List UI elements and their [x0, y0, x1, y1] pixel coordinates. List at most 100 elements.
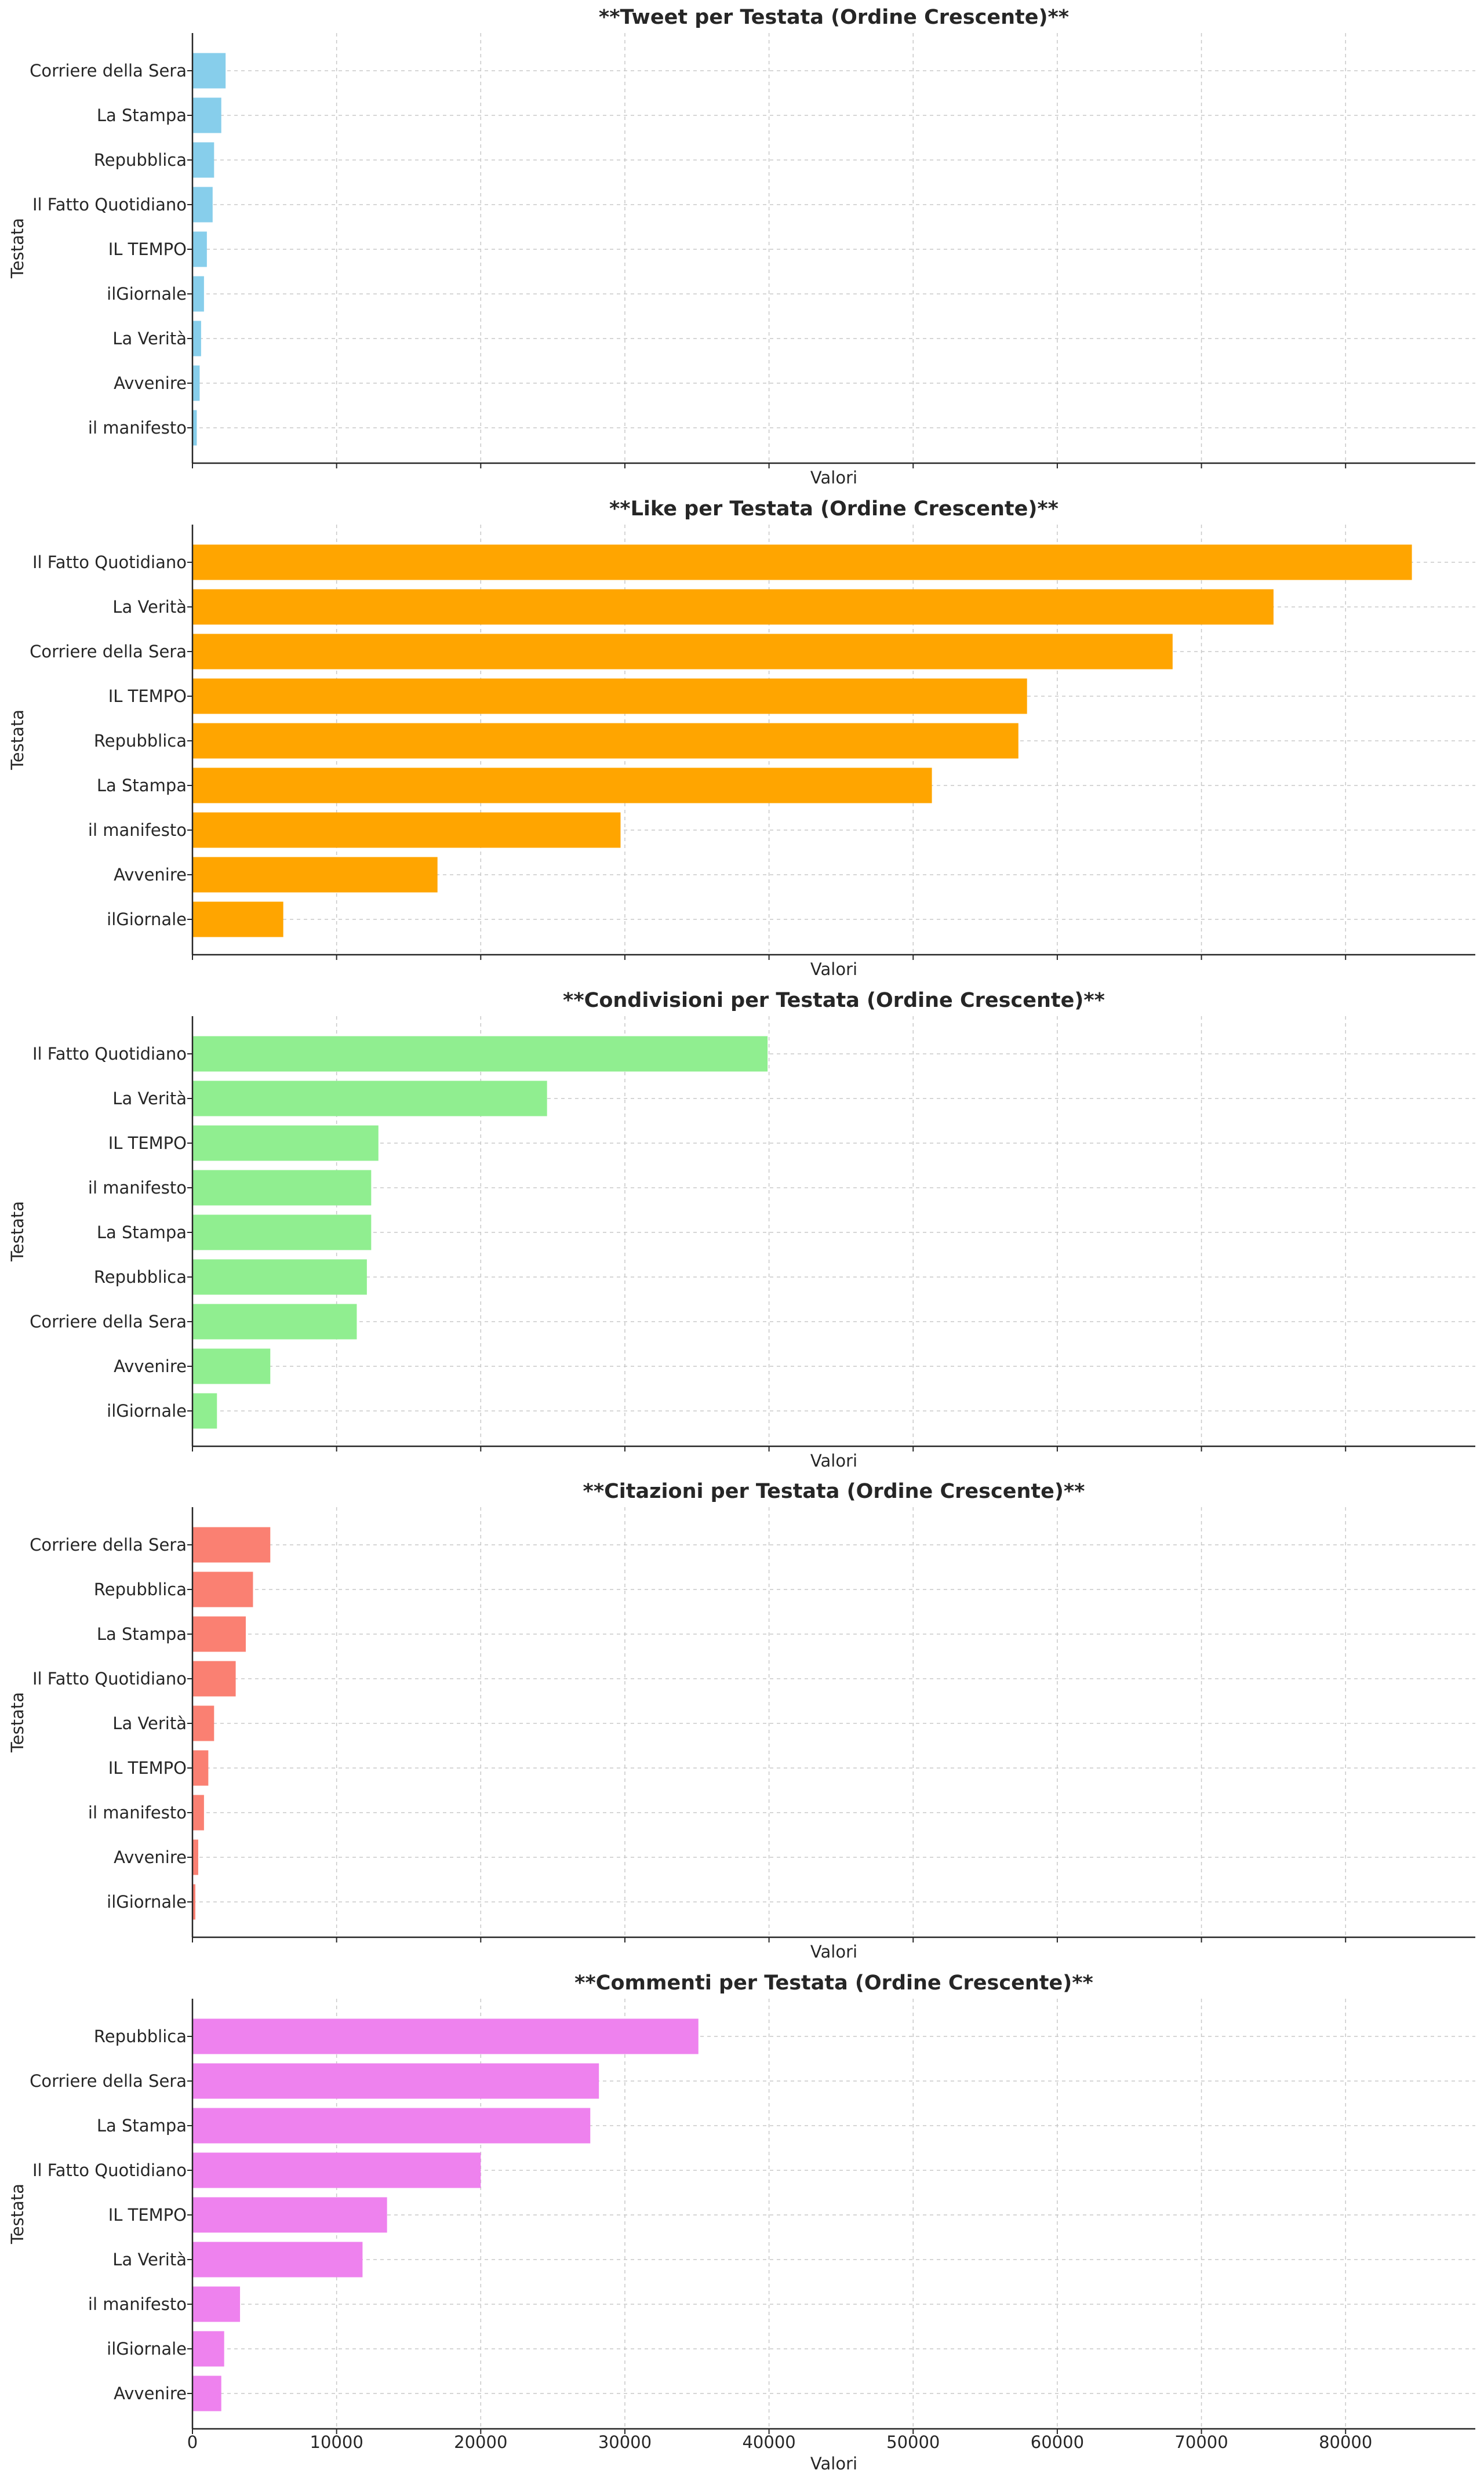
bar	[192, 2108, 591, 2144]
y-tick-label: IL TEMPO	[108, 2205, 187, 2225]
bar	[192, 1259, 367, 1295]
bar	[192, 2018, 699, 2054]
bar	[192, 276, 204, 312]
y-tick-label: il manifesto	[88, 1803, 187, 1822]
y-tick-label: La Stampa	[97, 2116, 187, 2136]
bar	[192, 812, 621, 848]
bar	[192, 2242, 363, 2278]
x-tick-label: 10000	[310, 2432, 363, 2452]
y-tick-label: Il Fatto Quotidiano	[32, 552, 187, 572]
y-tick-label: La Verità	[112, 2250, 187, 2269]
y-tick-label: Repubblica	[94, 150, 187, 170]
chart-panel-2: Il Fatto Quotidiano La Verità Corriere del…	[8, 497, 1475, 979]
bar	[192, 1304, 357, 1340]
y-tick-label: Il Fatto Quotidiano	[32, 195, 187, 214]
bar	[192, 1036, 768, 1072]
bar	[192, 187, 213, 223]
y-tick-label: IL TEMPO	[108, 239, 187, 259]
bar	[192, 2375, 221, 2411]
y-tick-label: Corriere della Sera	[30, 61, 187, 81]
bar	[192, 901, 283, 937]
bar	[192, 97, 221, 133]
bar	[192, 1348, 271, 1384]
y-axis-label: Testata	[8, 2184, 27, 2244]
bar	[192, 1795, 204, 1831]
y-tick-label: Corriere della Sera	[30, 1535, 187, 1555]
bar	[192, 2331, 224, 2367]
y-tick-label: La Verità	[112, 1714, 187, 1733]
y-tick-label: ilGiornale	[107, 1401, 187, 1421]
bar	[192, 231, 207, 267]
y-tick-label: Corriere della Sera	[30, 642, 187, 661]
x-tick-label: 60000	[1031, 2432, 1084, 2452]
bar	[192, 1527, 271, 1563]
y-tick-label: La Verità	[112, 329, 187, 348]
chart-panel-5: Repubblica Corriere della Sera La Stampa Il…	[8, 1971, 1475, 2473]
y-tick-label: ilGiornale	[107, 284, 187, 304]
bar	[192, 544, 1412, 580]
bar	[192, 1571, 253, 1607]
bar	[192, 1750, 209, 1786]
bar	[192, 410, 197, 446]
y-tick-label: Repubblica	[94, 1580, 187, 1599]
y-tick-label: Avvenire	[114, 1356, 187, 1376]
y-tick-label: La Stampa	[97, 1223, 187, 1242]
bar	[192, 767, 932, 803]
x-axis-label: Valori	[810, 468, 857, 488]
bar	[192, 857, 438, 893]
y-tick-label: La Stampa	[97, 776, 187, 795]
y-tick-label: Il Fatto Quotidiano	[32, 2160, 187, 2180]
y-tick-label: Il Fatto Quotidiano	[32, 1669, 187, 1689]
y-tick-label: La Stampa	[97, 1624, 187, 1644]
y-axis-label: Testata	[8, 1692, 27, 1753]
bar	[192, 53, 226, 89]
y-tick-label: La Verità	[112, 597, 187, 617]
y-tick-label: il manifesto	[88, 1178, 187, 1198]
bar	[192, 723, 1019, 759]
y-tick-label: Repubblica	[94, 1267, 187, 1287]
chart-title: **Tweet per Testata (Ordine Crescente)**	[599, 6, 1069, 29]
bar	[192, 1081, 547, 1116]
x-tick-label: 40000	[742, 2432, 795, 2452]
y-tick-label: ilGiornale	[107, 2339, 187, 2359]
y-tick-label: Il Fatto Quotidiano	[32, 1044, 187, 1064]
bar	[192, 1214, 372, 1250]
y-tick-label: ilGiornale	[107, 1892, 187, 1912]
chart-panel-1: Corriere della Sera La Stampa Repubblica Il…	[8, 6, 1475, 488]
x-axis-label: Valori	[810, 1451, 857, 1471]
chart-panel-3: Il Fatto Quotidiano La Verità IL TEMPO il m…	[8, 989, 1475, 1471]
x-tick-label: 80000	[1319, 2432, 1372, 2452]
y-axis-label: Testata	[8, 218, 27, 279]
x-tick-label: 0	[187, 2432, 198, 2452]
y-tick-label: il manifesto	[88, 820, 187, 840]
x-tick-label: 50000	[886, 2432, 940, 2452]
bar	[192, 1705, 214, 1741]
y-axis-label: Testata	[8, 710, 27, 770]
chart-panel-4: Corriere della Sera Repubblica La Stampa Il…	[8, 1480, 1475, 1962]
y-tick-label: Repubblica	[94, 2027, 187, 2046]
bar	[192, 2197, 387, 2233]
bar	[192, 1616, 246, 1652]
bar	[192, 142, 214, 178]
y-tick-label: IL TEMPO	[108, 1758, 187, 1778]
bar	[192, 2063, 599, 2099]
x-tick-label: 30000	[598, 2432, 652, 2452]
y-tick-label: IL TEMPO	[108, 686, 187, 706]
y-axis-label: Testata	[8, 1201, 27, 1262]
y-tick-label: Avvenire	[114, 2384, 187, 2403]
bar	[192, 2152, 481, 2188]
bar	[192, 321, 201, 356]
bar	[192, 589, 1274, 625]
bar	[192, 365, 200, 401]
x-axis-label: Valori	[810, 959, 857, 979]
y-tick-label: La Verità	[112, 1089, 187, 1108]
bar	[192, 1393, 217, 1429]
y-tick-label: ilGiornale	[107, 910, 187, 929]
chart-title: **Commenti per Testata (Ordine Crescente…	[574, 1971, 1093, 1995]
y-tick-label: Corriere della Sera	[30, 1312, 187, 1332]
chart-title: **Condivisioni per Testata (Ordine Cresc…	[563, 989, 1105, 1012]
bar	[192, 1125, 379, 1161]
y-tick-label: IL TEMPO	[108, 1133, 187, 1153]
bar	[192, 1170, 372, 1206]
